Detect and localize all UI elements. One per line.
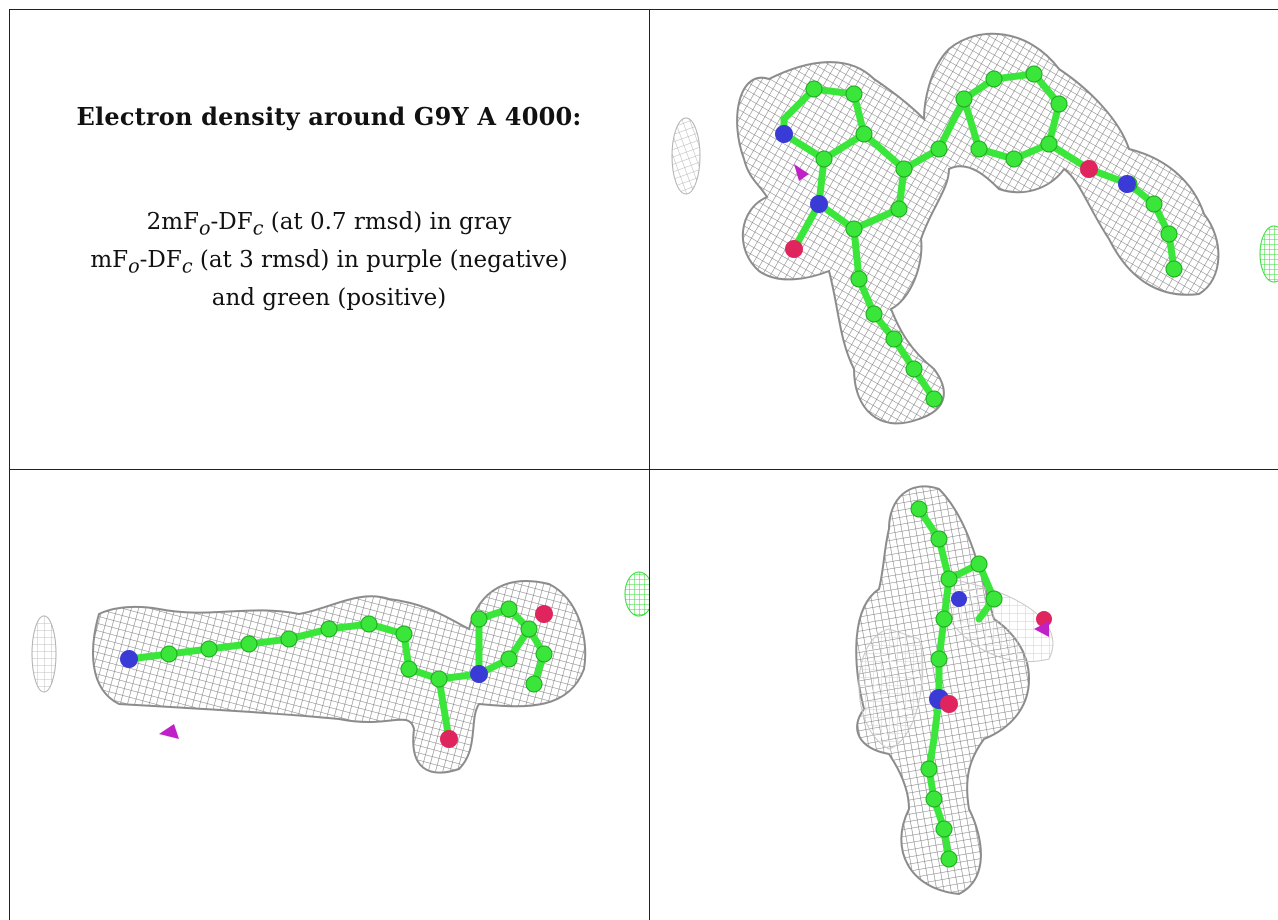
density-blob xyxy=(31,615,57,693)
caption-text: mF xyxy=(90,247,129,273)
caption-title: Electron density around G9Y A 4000: xyxy=(76,102,582,131)
caption-subscript: c xyxy=(252,216,264,240)
molecule-side-view xyxy=(31,571,649,774)
negative-density-blob xyxy=(1034,621,1049,637)
density-blob xyxy=(948,578,1054,663)
atoms xyxy=(775,65,1183,408)
caption-cell: Electron density around G9Y A 4000: 2mFo… xyxy=(9,9,649,469)
caption-subscript: o xyxy=(198,216,211,240)
table-divider-vertical xyxy=(649,9,650,920)
caption-line-colors: and green (positive) xyxy=(211,285,447,311)
negative-density-blob xyxy=(159,724,179,739)
caption-text: -DF xyxy=(210,209,253,235)
positive-density-blob xyxy=(1259,225,1278,283)
caption-subscript: o xyxy=(128,254,140,278)
negative-density-blob xyxy=(794,164,809,181)
density-blob xyxy=(858,628,924,750)
caption-text: (at 0.7 rmsd) in gray xyxy=(263,209,512,235)
caption-subscript: c xyxy=(181,254,193,278)
molecule-end-view xyxy=(855,485,1054,896)
caption-line-fo-fc: mFo-DFc (at 3 rmsd) in purple (negative) xyxy=(9,247,649,278)
caption-text: (at 3 rmsd) in purple (negative) xyxy=(192,247,568,273)
atoms xyxy=(120,600,553,748)
density-blob xyxy=(671,117,701,195)
density-view-top xyxy=(649,9,1278,469)
caption-text: -DF xyxy=(139,247,182,273)
caption-text: 2mF xyxy=(146,209,199,235)
caption-line-2fo-fc: 2mFo-DFc (at 0.7 rmsd) in gray xyxy=(9,209,649,240)
density-mesh xyxy=(92,580,587,774)
table-border-left xyxy=(9,9,10,920)
molecule-top-view xyxy=(671,32,1278,425)
density-view-side xyxy=(9,469,649,920)
density-view-end xyxy=(649,469,1278,920)
positive-density-blob xyxy=(624,571,649,617)
table-divider-horizontal xyxy=(9,469,1278,470)
table-border-top xyxy=(9,9,1278,10)
atoms xyxy=(910,500,1052,868)
